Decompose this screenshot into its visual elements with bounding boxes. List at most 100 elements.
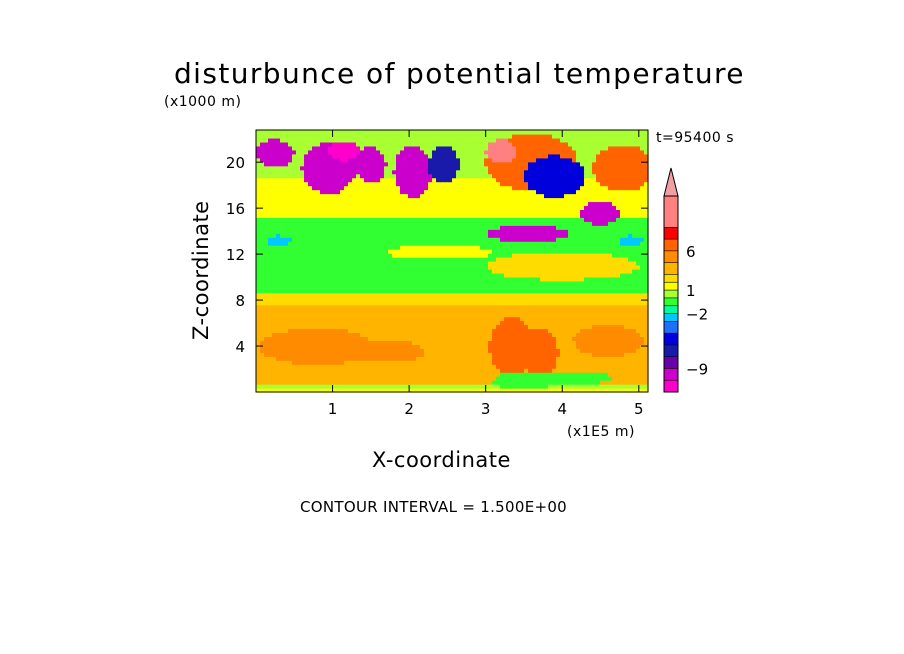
contour-cell bbox=[304, 221, 309, 226]
contour-cell bbox=[620, 340, 625, 345]
contour-cell bbox=[520, 292, 525, 298]
contour-cell bbox=[576, 332, 581, 338]
contour-cell bbox=[460, 193, 465, 199]
contour-cell bbox=[292, 241, 297, 246]
contour-cell bbox=[276, 352, 281, 357]
contour-cell bbox=[556, 257, 561, 262]
contour-cell bbox=[432, 237, 437, 242]
contour-cell bbox=[624, 308, 629, 314]
contour-cell bbox=[424, 225, 429, 230]
contour-cell bbox=[504, 372, 509, 377]
contour-cell bbox=[508, 257, 513, 262]
contour-cell bbox=[404, 352, 409, 357]
contour-cell bbox=[632, 249, 637, 254]
contour-cell bbox=[300, 280, 305, 286]
contour-cell bbox=[376, 372, 381, 377]
contour-cell bbox=[552, 316, 557, 322]
contour-cell bbox=[376, 261, 381, 266]
contour-cell bbox=[408, 332, 413, 338]
contour-cell bbox=[432, 261, 437, 266]
contour-cell bbox=[260, 344, 265, 349]
contour-cell bbox=[636, 213, 641, 218]
contour-cell bbox=[288, 380, 293, 385]
contour-cell bbox=[384, 368, 389, 373]
contour-cell bbox=[360, 316, 365, 322]
contour-cell bbox=[292, 368, 297, 373]
contour-cell bbox=[636, 356, 641, 361]
contour-cell bbox=[420, 213, 425, 218]
contour-cell bbox=[632, 241, 637, 246]
contour-cell bbox=[624, 272, 629, 278]
contour-cell bbox=[272, 257, 277, 262]
contour-cell bbox=[256, 189, 261, 195]
contour-cell bbox=[524, 300, 529, 306]
contour-cell bbox=[376, 217, 381, 222]
contour-cell bbox=[476, 245, 481, 250]
contour-cell bbox=[344, 340, 349, 345]
contour-cell bbox=[388, 380, 393, 385]
contour-cell bbox=[476, 364, 481, 369]
contour-cell bbox=[436, 288, 441, 294]
contour-cell bbox=[392, 245, 397, 250]
contour-cell bbox=[440, 225, 445, 230]
contour-cell bbox=[640, 304, 645, 310]
contour-cell bbox=[396, 189, 401, 195]
contour-cell bbox=[504, 320, 509, 326]
contour-cell bbox=[624, 205, 629, 210]
contour-cell bbox=[436, 372, 441, 377]
contour-cell bbox=[432, 372, 437, 377]
contour-cell bbox=[460, 284, 465, 290]
contour-cell bbox=[568, 189, 573, 195]
contour-cell bbox=[504, 384, 509, 389]
contour-cell bbox=[372, 249, 377, 254]
contour-cell bbox=[552, 233, 557, 238]
contour-cell bbox=[544, 316, 549, 322]
contour-cell bbox=[552, 376, 557, 381]
contour-cell bbox=[408, 257, 413, 262]
contour-cell bbox=[272, 352, 277, 357]
contour-cell bbox=[284, 209, 289, 214]
contour-cell bbox=[520, 245, 525, 250]
contour-cell bbox=[452, 336, 457, 341]
contour-cell bbox=[308, 272, 313, 278]
contour-cell bbox=[264, 245, 269, 250]
contour-cell bbox=[276, 261, 281, 266]
contour-cell bbox=[388, 193, 393, 199]
contour-cell bbox=[612, 272, 617, 278]
contour-cell bbox=[364, 205, 369, 210]
contour-cell bbox=[336, 304, 341, 310]
contour-cell bbox=[640, 332, 645, 338]
contour-cell bbox=[624, 237, 629, 242]
contour-cell bbox=[440, 312, 445, 318]
contour-cell bbox=[604, 276, 609, 282]
contour-cell bbox=[288, 213, 293, 218]
contour-cell bbox=[380, 304, 385, 310]
contour-cell bbox=[476, 280, 481, 286]
contour-cell bbox=[592, 360, 597, 365]
contour-cell bbox=[432, 253, 437, 258]
contour-cell bbox=[624, 284, 629, 290]
contour-cell bbox=[540, 229, 545, 234]
contour-cell bbox=[396, 276, 401, 282]
contour-cell bbox=[540, 280, 545, 286]
contour-cell bbox=[500, 272, 505, 278]
contour-cell bbox=[372, 233, 377, 238]
contour-cell bbox=[388, 233, 393, 238]
contour-cell bbox=[412, 336, 417, 341]
contour-cell bbox=[504, 300, 509, 306]
contour-cell bbox=[576, 276, 581, 282]
contour-cell bbox=[536, 308, 541, 314]
contour-cell bbox=[484, 364, 489, 369]
contour-cell bbox=[516, 288, 521, 294]
contour-cell bbox=[404, 380, 409, 385]
contour-cell bbox=[340, 384, 345, 389]
contour-cell bbox=[312, 304, 317, 310]
contour-cell bbox=[268, 245, 273, 250]
contour-cell bbox=[440, 288, 445, 294]
contour-cell bbox=[352, 288, 357, 294]
contour-cell bbox=[372, 209, 377, 214]
contour-cell bbox=[524, 296, 529, 302]
contour-cell bbox=[616, 245, 621, 250]
contour-cell bbox=[528, 292, 533, 298]
contour-cell bbox=[260, 264, 265, 270]
